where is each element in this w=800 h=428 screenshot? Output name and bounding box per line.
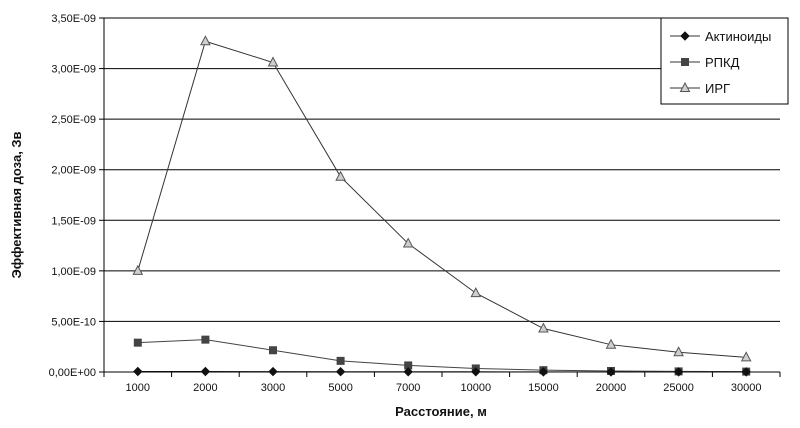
- y-tick-label: 0,00E+00: [49, 367, 96, 379]
- series-square: [133, 335, 751, 376]
- data-point: [200, 35, 211, 46]
- data-point: [403, 367, 413, 377]
- data-point: [267, 56, 279, 67]
- series-triangle: [132, 35, 752, 362]
- data-point: [470, 287, 482, 298]
- data-point: [402, 237, 414, 248]
- data-point: [538, 322, 549, 333]
- legend-label: Актиноиды: [705, 29, 771, 44]
- legend-label: РПКД: [705, 55, 740, 70]
- y-tick-label: 1,00E-09: [51, 266, 96, 278]
- data-point: [269, 346, 277, 355]
- series-line: [137, 40, 747, 358]
- data-point: [133, 338, 142, 347]
- series-line: [137, 339, 747, 373]
- data-point: [741, 367, 751, 377]
- x-tick-label: 1000: [126, 382, 150, 394]
- x-tick-label: 5000: [328, 382, 352, 394]
- x-axis-ticks: 1000 2000 3000 5000 7000 10000 15000 20000 25000…: [103, 372, 781, 394]
- y-axis-ticks: 0,00E+00 5,00E-10 1,00E-09 1,50E-09 2,00E-09…: [49, 13, 105, 379]
- y-tick-label: 2,50E-09: [51, 114, 96, 126]
- x-tick-label: 2000: [193, 382, 217, 394]
- x-tick-label: 7000: [396, 382, 420, 394]
- data-point: [471, 367, 481, 377]
- data-point: [335, 366, 346, 377]
- legend-marker-diamond: [680, 31, 690, 41]
- legend-label: ИРГ: [705, 81, 730, 96]
- gridlines: [104, 17, 780, 373]
- y-axis-title: Эффективная доза, Зв: [9, 131, 24, 278]
- x-tick-label: 10000: [461, 382, 492, 394]
- data-point: [605, 338, 617, 349]
- y-tick-label: 1,50E-09: [51, 215, 96, 227]
- series-layer: [132, 35, 752, 377]
- data-point: [133, 366, 143, 377]
- x-tick-label: 15000: [528, 382, 559, 394]
- data-point: [740, 351, 752, 362]
- x-tick-label: 3000: [261, 382, 285, 394]
- x-tick-label: 20000: [596, 382, 627, 394]
- data-point: [538, 367, 549, 377]
- data-point: [200, 366, 211, 377]
- legend-marker-square: [681, 58, 689, 66]
- data-point: [335, 170, 346, 181]
- x-tick-label: 25000: [663, 382, 694, 394]
- y-tick-label: 3,50E-09: [51, 13, 96, 25]
- y-tick-label: 5,00E-10: [51, 316, 96, 328]
- data-point: [268, 366, 278, 377]
- data-point: [673, 346, 684, 357]
- y-tick-label: 2,00E-09: [51, 165, 96, 177]
- legend-marker-triangle: [679, 81, 691, 92]
- data-point: [606, 367, 616, 377]
- x-axis-title: Расстояние, м: [395, 404, 487, 419]
- legend: Актиноиды РПКД ИРГ: [660, 17, 789, 105]
- data-point: [201, 335, 210, 344]
- series-diamond: [133, 366, 751, 377]
- data-point: [336, 356, 345, 365]
- y-tick-label: 3,00E-09: [51, 64, 96, 76]
- x-tick-label: 30000: [731, 382, 762, 394]
- data-point: [132, 264, 144, 275]
- data-point: [673, 367, 684, 377]
